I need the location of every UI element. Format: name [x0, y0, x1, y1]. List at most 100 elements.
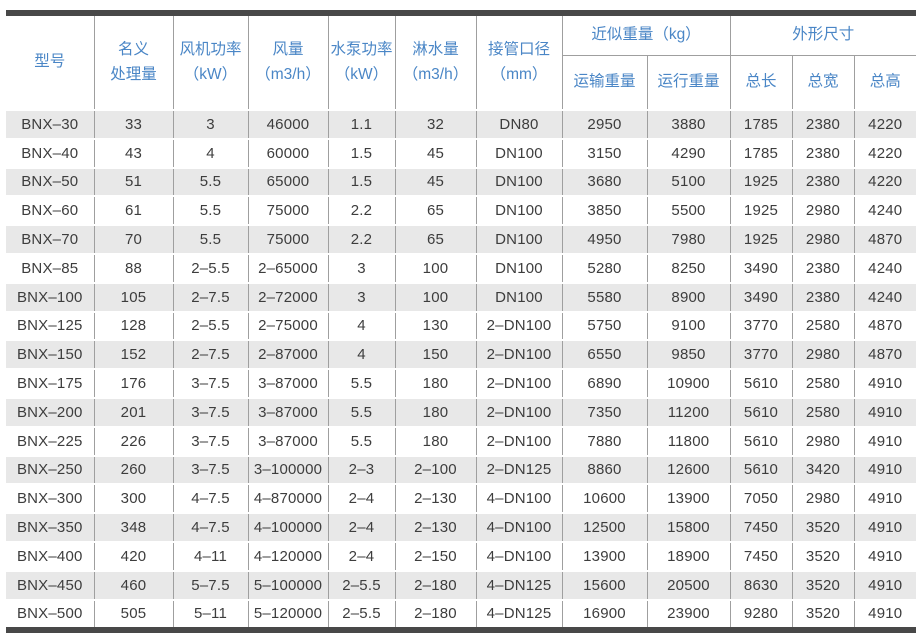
table-cell: 4240	[853, 195, 917, 226]
model-cell: BNX–100	[6, 281, 94, 312]
table-cell: 4870	[853, 224, 917, 254]
table-cell: 5610	[729, 425, 792, 456]
table-cell: 6550	[561, 339, 647, 370]
table-cell: 3–7.5	[172, 368, 248, 398]
table-cell: 2380	[791, 281, 854, 312]
table-cell: 2–100	[394, 454, 476, 485]
table-cell: 5610	[729, 368, 792, 398]
table-row: BNX–30 33 3 46000 1.1 32 DN80 2950 3880 1785 2380 4…	[6, 109, 917, 139]
table-row: BNX–175 176 3–7.5 3–87000 5.5 180 2–DN100 6890 1…	[6, 368, 917, 398]
table-cell: 3	[327, 252, 395, 283]
table-row: BNX–40 43 4 60000 1.5 45 DN100 3150 4290 1785 2380…	[6, 137, 917, 168]
table-cell: 2–4	[327, 483, 395, 514]
table-cell: 105	[93, 281, 173, 312]
header-operating-weight: 运行重量	[646, 55, 730, 111]
table-cell: 5.5	[327, 425, 395, 456]
table-cell: 1925	[729, 166, 792, 197]
table-cell: 75000	[247, 224, 328, 254]
header-total-width: 总宽	[791, 55, 854, 111]
table-cell: 1925	[729, 224, 792, 254]
table-cell: 2380	[791, 252, 854, 283]
table-cell: 7980	[646, 224, 730, 254]
table-row: BNX–150 152 2–7.5 2–87000 4 150 2–DN100 6550 985…	[6, 339, 917, 370]
model-cell: BNX–40	[6, 137, 94, 168]
table-cell: 5.5	[172, 166, 248, 197]
header-air-volume: 风量 （m3/h）	[247, 16, 328, 111]
table-cell: 3–7.5	[172, 396, 248, 427]
table-cell: 43	[93, 137, 173, 168]
table-cell: 5–120000	[247, 598, 328, 628]
table-cell: 2–DN100	[475, 425, 562, 456]
table-cell: 4910	[853, 569, 917, 600]
table-cell: 1785	[729, 137, 792, 168]
table-cell: DN100	[475, 166, 562, 197]
table-cell: 65	[394, 195, 476, 226]
table-cell: 4220	[853, 166, 917, 197]
table-cell: 150	[394, 339, 476, 370]
table-cell: 12600	[646, 454, 730, 485]
table-cell: 3880	[646, 109, 730, 139]
table-cell: 3490	[729, 281, 792, 312]
table-cell: 45	[394, 166, 476, 197]
table-cell: 180	[394, 425, 476, 456]
table-header: 型号 名义 处理量 风机功率 （kW） 风量 （m3/h） 水泵功率 （kW） …	[6, 16, 917, 111]
table-cell: 2–DN100	[475, 310, 562, 341]
table-cell: 9850	[646, 339, 730, 370]
table-cell: 5610	[729, 454, 792, 485]
table-cell: 10900	[646, 368, 730, 398]
table-cell: 70	[93, 224, 173, 254]
model-cell: BNX–450	[6, 569, 94, 600]
table-cell: DN100	[475, 252, 562, 283]
table-row: BNX–125 128 2–5.5 2–75000 4 130 2–DN100 5750 910…	[6, 310, 917, 341]
table-cell: 60000	[247, 137, 328, 168]
model-cell: BNX–200	[6, 396, 94, 427]
table-cell: 2–130	[394, 483, 476, 514]
table-cell: 3–87000	[247, 396, 328, 427]
table-cell: 5–100000	[247, 569, 328, 600]
table-cell: 3850	[561, 195, 647, 226]
table-cell: 348	[93, 512, 173, 542]
table-cell: 2–5.5	[172, 252, 248, 283]
table-cell: 2–180	[394, 569, 476, 600]
model-cell: BNX–60	[6, 195, 94, 226]
table-cell: 2980	[791, 425, 854, 456]
table-cell: 2380	[791, 109, 854, 139]
table-cell: 2950	[561, 109, 647, 139]
table-cell: 460	[93, 569, 173, 600]
model-cell: BNX–175	[6, 368, 94, 398]
table-row: BNX–250 260 3–7.5 3–100000 2–3 2–100 2–DN125 88…	[6, 454, 917, 485]
table-cell: 5280	[561, 252, 647, 283]
table-cell: 1.5	[327, 166, 395, 197]
table-cell: 4910	[853, 396, 917, 427]
table-cell: 5.5	[172, 195, 248, 226]
table-cell: 32	[394, 109, 476, 139]
table-cell: 2–65000	[247, 252, 328, 283]
table-row: BNX–50 51 5.5 65000 1.5 45 DN100 3680 5100 1925 23…	[6, 166, 917, 197]
table-cell: DN100	[475, 137, 562, 168]
table-cell: 128	[93, 310, 173, 341]
table-cell: 4–DN100	[475, 483, 562, 514]
table-cell: 180	[394, 368, 476, 398]
table-cell: 5610	[729, 396, 792, 427]
table-cell: 4910	[853, 512, 917, 542]
table-cell: 6890	[561, 368, 647, 398]
table-row: BNX–300 300 4–7.5 4–870000 2–4 2–130 4–DN100 10…	[6, 483, 917, 514]
header-pipe-diameter: 接管口径 （mm）	[475, 16, 562, 111]
table-cell: 176	[93, 368, 173, 398]
table-cell: 2.2	[327, 224, 395, 254]
table-cell: 4–DN125	[475, 569, 562, 600]
table-cell: 23900	[646, 598, 730, 628]
table-cell: 1925	[729, 195, 792, 226]
model-cell: BNX–350	[6, 512, 94, 542]
table-cell: 4240	[853, 281, 917, 312]
table-cell: 2.2	[327, 195, 395, 226]
header-row-subs: 运输重量 运行重量 总长 总宽 总高	[6, 55, 917, 111]
table-cell: 4–DN100	[475, 540, 562, 571]
table-cell: 2–4	[327, 540, 395, 571]
table-row: BNX–70 70 5.5 75000 2.2 65 DN100 4950 7980 1925 29…	[6, 224, 917, 254]
table-cell: 4	[172, 137, 248, 168]
table-cell: 4240	[853, 252, 917, 283]
model-cell: BNX–150	[6, 339, 94, 370]
table-cell: 3–7.5	[172, 454, 248, 485]
table-cell: 2–DN100	[475, 368, 562, 398]
